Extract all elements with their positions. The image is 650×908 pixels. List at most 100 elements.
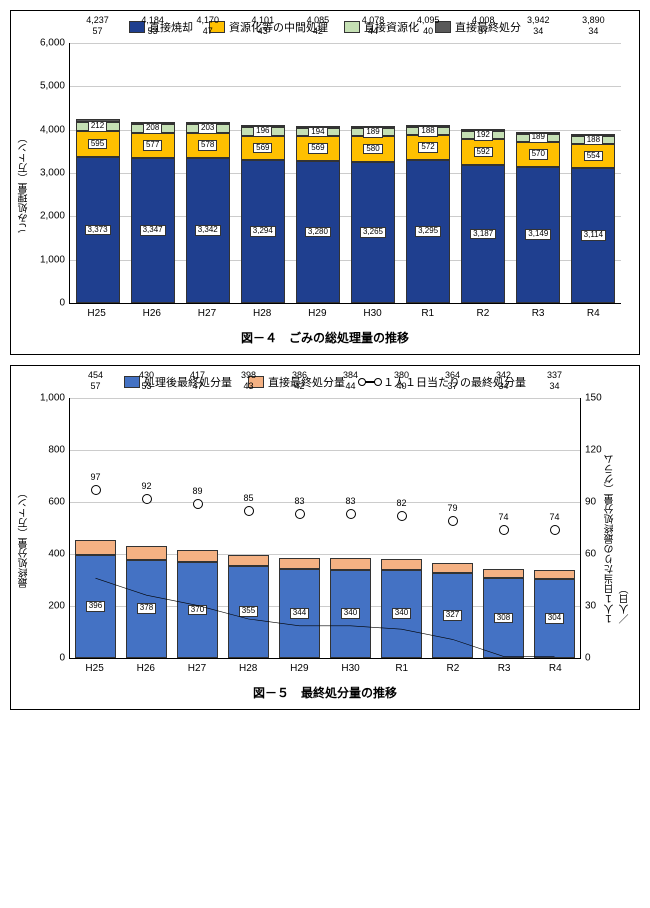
bar-segment: 3,187: [461, 165, 505, 303]
line-point-label: 97: [90, 472, 100, 482]
bar-segment: 53: [131, 122, 175, 124]
segment-label: 203: [198, 123, 217, 134]
line-point: [91, 485, 101, 495]
segment-label: 580: [363, 144, 382, 155]
segment-label: 3,295: [415, 226, 441, 237]
segment-label: 554: [584, 151, 603, 162]
xtick: H27: [176, 663, 217, 674]
bar-group: 3,265580189444,07844: [351, 43, 395, 303]
ytick: 0: [30, 298, 65, 309]
bar-group: 3273736437: [432, 398, 473, 658]
bar-segment: 37: [461, 129, 505, 131]
ytick-right: 0: [585, 653, 615, 664]
xtick: R3: [516, 308, 560, 319]
segment-label: 208: [143, 123, 162, 134]
ytick: 3,000: [30, 168, 65, 179]
xtick: H25: [75, 308, 119, 319]
xtick: H26: [125, 663, 166, 674]
line-point: [244, 506, 254, 516]
bar-total-label: 34234: [496, 370, 511, 392]
bar-segment: 344: [279, 569, 320, 658]
bar-segment: 34: [571, 134, 615, 136]
segment-label: 189: [363, 127, 382, 138]
bar-total-label: 38642: [292, 370, 307, 392]
ytick: 2,000: [30, 211, 65, 222]
bar-total-label: 4,07844: [362, 15, 385, 37]
bar-group: 3,187592192374,00837: [461, 43, 505, 303]
legend-swatch-icon: [344, 21, 360, 33]
ytick-right: 120: [585, 445, 615, 456]
bar-segment: 355: [228, 566, 269, 658]
bar-segment: 57: [76, 119, 120, 121]
ytick: 200: [30, 601, 65, 612]
line-point-label: 89: [192, 486, 202, 496]
line-point: [295, 509, 305, 519]
xtick: H29: [279, 663, 320, 674]
bar-segment: 569: [241, 136, 285, 161]
xtick: H30: [350, 308, 394, 319]
chart-1: 直接焼却資源化等の中間処理直接資源化直接最終処分 ごみ処理量（万トン） 01,0…: [10, 10, 640, 355]
bar-segment: 3,342: [186, 158, 230, 303]
segment-label: 3,114: [581, 230, 606, 241]
bar-segment: 194: [296, 128, 340, 136]
bar-segment: 43: [228, 555, 269, 566]
bar-segment: 569: [296, 136, 340, 161]
line-point: [142, 494, 152, 504]
segment-label: 578: [198, 140, 217, 151]
bar-total-label: 36437: [445, 370, 460, 392]
bar-segment: 34: [516, 132, 560, 134]
line-point: [397, 511, 407, 521]
line-point-label: 83: [294, 496, 304, 506]
segment-label: 595: [88, 139, 107, 150]
bar-segment: 308: [483, 578, 524, 658]
xtick: H30: [330, 663, 371, 674]
bar-group: 3,114554188343,89034: [571, 43, 615, 303]
xtick: R3: [484, 663, 525, 674]
bar-total-label: 4,09540: [417, 15, 440, 37]
bar-segment: 3,114: [571, 168, 615, 303]
ytick: 1,000: [30, 254, 65, 265]
bar-total-label: 38040: [394, 370, 409, 392]
bar-group: 3,295572188404,09540: [406, 43, 450, 303]
bar-segment: 580: [351, 136, 395, 161]
ytick: 600: [30, 497, 65, 508]
bar-segment: 212: [76, 122, 120, 131]
legend-line-icon: [361, 381, 379, 383]
segment-label: 3,342: [195, 225, 221, 236]
chart-2-caption: 図－５ 最終処分量の推移: [19, 684, 631, 701]
bar-group: 3444238642: [279, 398, 320, 658]
bar-segment: 42: [296, 126, 340, 128]
bar-group: 3,347577208534,18453: [131, 43, 175, 303]
line-point-label: 92: [141, 481, 151, 491]
ytick: 6,000: [30, 38, 65, 49]
line-point: [193, 499, 203, 509]
line-point: [346, 509, 356, 519]
segment-label: 569: [253, 143, 272, 154]
bar-group: 3704741747: [177, 398, 218, 658]
xtick: H26: [130, 308, 174, 319]
segment-label: 212: [88, 121, 107, 132]
bar-total-label: 38444: [343, 370, 358, 392]
bar-segment: 340: [330, 570, 371, 658]
segment-label: 378: [137, 603, 156, 614]
bar-total-label: 39843: [241, 370, 256, 392]
segment-label: 569: [308, 143, 327, 154]
bar-total-label: 33734: [547, 370, 562, 392]
bar-segment: 378: [126, 560, 167, 658]
bar-segment: 44: [330, 558, 371, 569]
segment-label: 327: [443, 610, 462, 621]
segment-label: 3,187: [470, 229, 496, 240]
bar-segment: 327: [432, 573, 473, 658]
chart-2-ylabel-right: １人１日当たりの最終処分量（グラム／人日）: [603, 452, 633, 624]
bar-total-label: 4,18453: [141, 15, 164, 37]
bar-total-label: 43053: [139, 370, 154, 392]
ytick: 5,000: [30, 81, 65, 92]
bar-segment: 34: [534, 570, 575, 579]
bar-segment: 57: [75, 540, 116, 555]
line-point-label: 85: [243, 493, 253, 503]
bar-segment: 43: [241, 125, 285, 127]
bar-segment: 192: [461, 131, 505, 139]
chart-2: 処理後最終処分量直接最終処分量１人１日当たりの最終処分量 最終処分量（万トン） …: [10, 365, 640, 710]
legend-label: 処理後最終処分量: [144, 374, 232, 390]
bar-total-label: 4,10143: [252, 15, 275, 37]
